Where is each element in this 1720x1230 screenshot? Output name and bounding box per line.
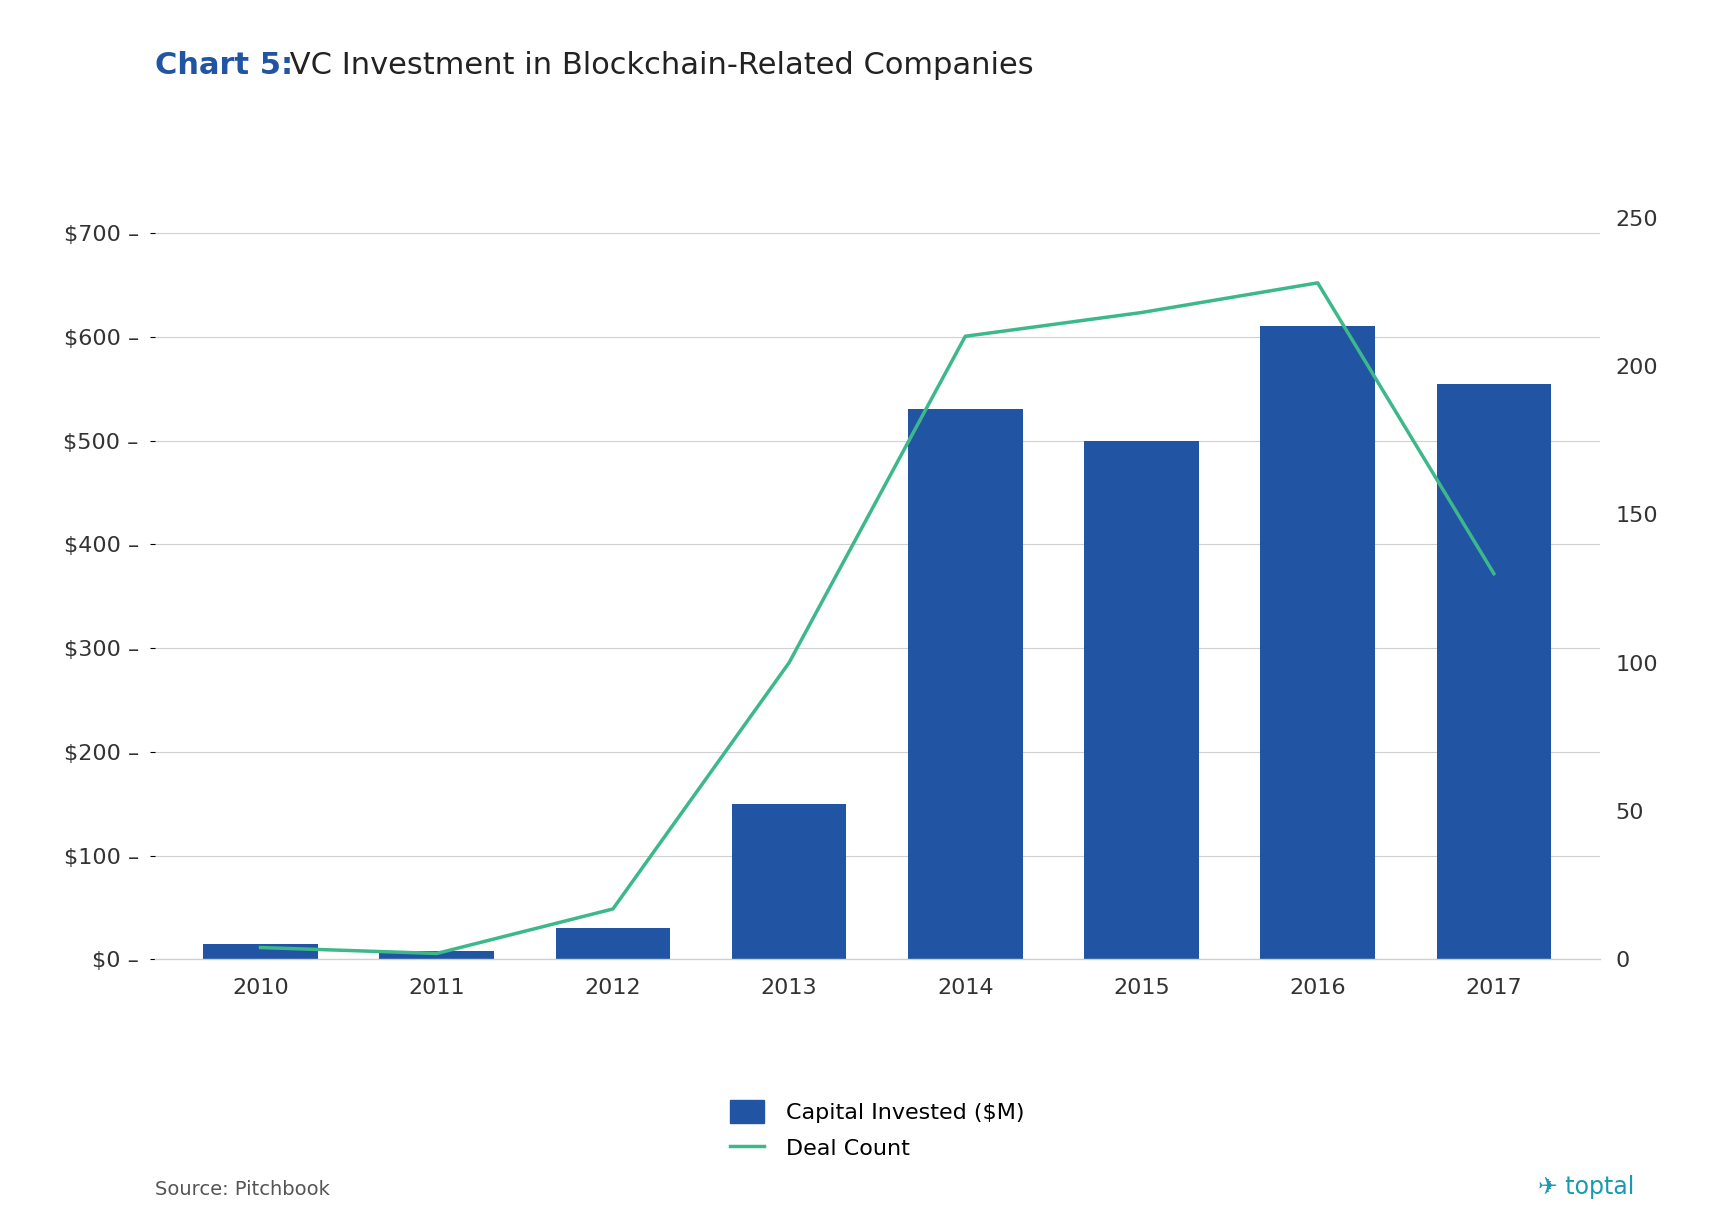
Bar: [556, 929, 671, 959]
Text: VC Investment in Blockchain-Related Companies: VC Investment in Blockchain-Related Comp…: [280, 50, 1034, 80]
Bar: [203, 943, 318, 959]
Bar: [380, 951, 494, 959]
Bar: [1436, 384, 1551, 959]
Bar: [1084, 440, 1199, 959]
Legend: Capital Invested ($M), Deal Count: Capital Invested ($M), Deal Count: [731, 1100, 1023, 1159]
Text: Chart 5:: Chart 5:: [155, 50, 292, 80]
Bar: [731, 803, 846, 959]
Text: Source: Pitchbook: Source: Pitchbook: [155, 1181, 330, 1199]
Bar: [908, 410, 1023, 959]
Bar: [1261, 326, 1374, 959]
Text: ✈ toptal: ✈ toptal: [1538, 1175, 1634, 1199]
